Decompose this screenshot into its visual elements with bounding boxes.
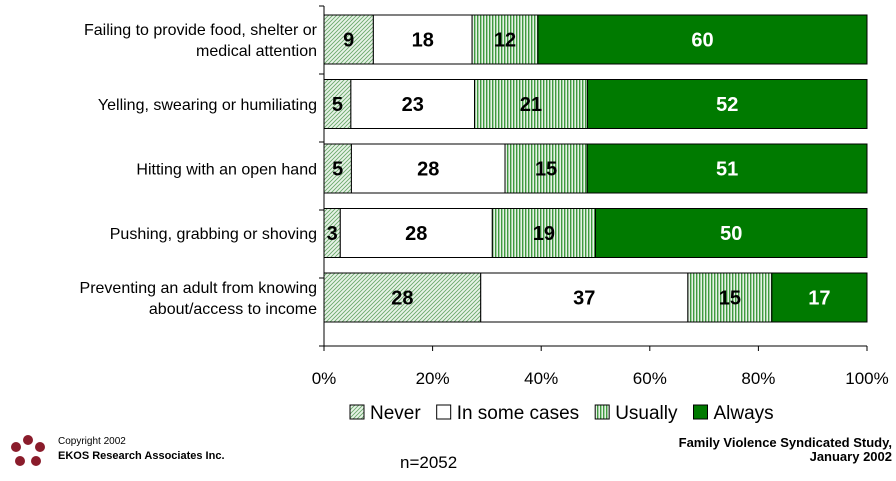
bar-segment-always [771,272,868,323]
x-tick-label: 40% [524,369,558,388]
legend-label: In some cases [457,403,580,424]
legend-label: Always [714,403,774,424]
bar-segment-usually [687,272,773,323]
data-label: 19 [533,223,555,245]
legend-swatch-usually [594,404,610,420]
data-label: 28 [405,223,427,245]
source-line-1: Family Violence Syndicated Study, [678,435,892,450]
bar-segment-always [586,79,868,129]
bar-segment-never [323,79,352,129]
data-label: 51 [716,159,738,181]
company-name: EKOS Research Associates Inc. [58,450,225,462]
legend-swatch-never [349,404,365,420]
category-label: Pushing, grabbing or shoving [110,226,317,243]
legend-swatch-always [693,404,708,420]
data-label: 17 [808,288,830,310]
legend-label: Usually [615,403,678,424]
data-label: 9 [343,30,354,52]
bar-segment-in-some-cases [350,143,506,194]
category-label: Preventing an adult from knowing [80,280,317,297]
data-label: 60 [691,30,713,52]
bar-segment-in-some-cases [480,272,689,323]
data-label: 3 [327,223,338,245]
bar-segment-never [323,272,482,323]
data-label: 28 [391,288,413,310]
x-tick-label: 20% [416,369,450,388]
bars-layer: 9 18 12 60 5 23 21 52 5 28 15 51 3 28 19 50 28 37 15 17 [323,14,868,323]
data-label: 52 [716,94,738,116]
x-tick-label: 60% [633,369,667,388]
bar-segment-usually [491,208,596,258]
data-label: 15 [719,288,741,310]
category-label: medical attention [196,43,317,60]
bar-segment-usually [474,79,588,129]
bar-segment-always [595,208,868,258]
x-axis: 0% 20% 40% 60% 80% 100% [312,5,889,388]
data-label: 50 [720,223,742,245]
bar-segment-always [537,14,868,65]
data-label: 18 [412,30,434,52]
data-label: 37 [573,288,595,310]
x-tick-label: 100% [845,369,888,388]
data-label: 5 [332,159,343,181]
data-label: 12 [494,30,516,52]
legend-label: Never [370,403,421,424]
bar-segment-never [323,14,374,65]
bar-segment-in-some-cases [350,79,476,129]
bar-segment-in-some-cases [372,14,473,65]
x-tick-label: 80% [741,369,775,388]
data-label: 21 [520,94,542,116]
sample-size: n=2052 [400,453,458,472]
data-label: 15 [535,159,557,181]
category-label: Yelling, swearing or humiliating [98,97,317,114]
source-citation: Family Violence Syndicated Study, Januar… [592,436,892,464]
footer-branding: Copyright 2002 EKOS Research Associates … [8,432,308,472]
copyright-text: Copyright 2002 [58,436,126,447]
data-label: 28 [417,159,439,181]
category-label: Failing to provide food, shelter or [84,22,318,39]
data-label: 5 [332,94,343,116]
bar-segment-in-some-cases [339,208,493,258]
source-line-2: January 2002 [809,449,892,464]
legend: Never In some cases Usually Always [349,403,774,424]
x-tick-label: 0% [312,369,337,388]
ekos-logo-icon [11,435,45,466]
data-label: 23 [402,94,424,116]
category-labels: Failing to provide food, shelter or medic… [80,22,318,318]
legend-swatch-in-some-cases [436,404,452,420]
category-label: about/access to income [149,301,317,318]
bar-segment-usually [471,14,539,65]
bar-segment-always [586,143,868,194]
category-label: Hitting with an open hand [136,162,317,179]
